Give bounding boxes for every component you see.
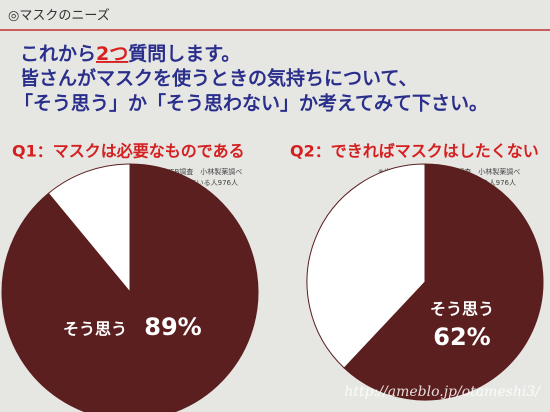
pie-slice [47, 163, 131, 294]
question-line: これから2つ質問します。 [20, 42, 240, 65]
chart-title: Q2：できればマスクはしたくない [290, 142, 539, 161]
chart-title: Q1：マスクは必要なものである [12, 142, 245, 161]
value-label: 62% [433, 323, 490, 351]
text: 質問します。 [128, 42, 240, 65]
value-label: 89% [144, 313, 201, 341]
question-line: 皆さんがマスクを使うときの気持ちについて、 [20, 67, 417, 90]
text: これから [20, 43, 96, 65]
pie-slice [1, 163, 259, 412]
slice-label: そう思う [430, 300, 494, 319]
emphasis: 2つ [96, 43, 128, 65]
question-line: 「そう思う」か「そう思わない」か考えてみて下さい。 [14, 92, 488, 115]
watermark: http://ameblo.jp/otameshi3/ [344, 384, 541, 400]
pie-slice [306, 163, 426, 369]
slice-label: そう思う [63, 320, 127, 339]
header: ◎マスクのニーズ [8, 8, 110, 24]
pie-slice [343, 163, 544, 401]
